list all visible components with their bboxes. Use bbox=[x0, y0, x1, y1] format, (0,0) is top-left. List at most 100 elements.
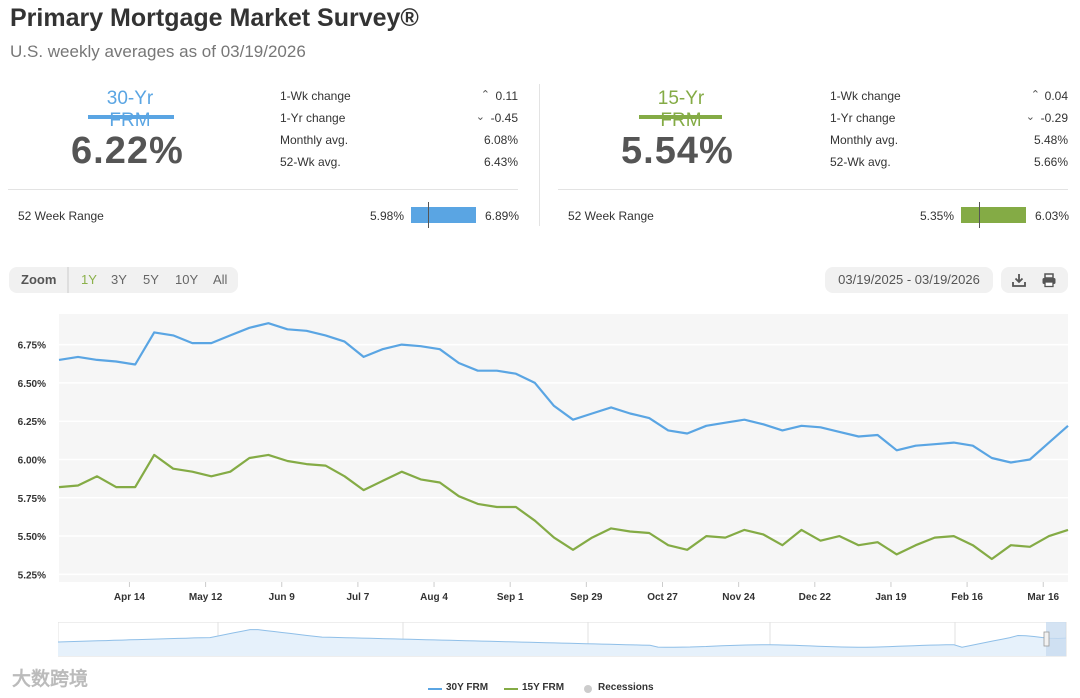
rate-name-15yr: 15-Yr FRM bbox=[657, 88, 705, 131]
navigator-selection bbox=[1046, 622, 1066, 656]
stat-label: 1-Wk change bbox=[830, 89, 901, 103]
y-tick-label: 5.75% bbox=[18, 494, 46, 505]
x-tick-label: Nov 24 bbox=[722, 592, 755, 603]
legend-swatch-15y bbox=[504, 688, 518, 690]
stat-row: 1-Wk change ⌃ 0.11 bbox=[280, 88, 518, 110]
chart-legend: 30Y FRM 15Y FRM Recessions bbox=[0, 682, 1080, 698]
x-tick-label: Jul 7 bbox=[346, 592, 369, 603]
legend-item-15y[interactable]: 15Y FRM bbox=[522, 682, 565, 693]
range-high-15yr: 6.03% bbox=[1035, 209, 1070, 223]
chevron-down-icon: ⌄ bbox=[475, 111, 485, 123]
navigator-handle bbox=[1043, 631, 1050, 647]
stat-value: 5.66% bbox=[1033, 155, 1068, 169]
date-range-input[interactable]: 03/19/2025 - 03/19/2026 bbox=[825, 267, 993, 293]
stat-row: Monthly avg. 5.48% bbox=[830, 132, 1068, 154]
range-low-15yr: 5.35% bbox=[920, 209, 955, 223]
y-tick-label: 5.50% bbox=[18, 532, 46, 543]
zoom-1y-button[interactable]: 1Y bbox=[81, 272, 97, 287]
stat-label: 1-Yr change bbox=[830, 111, 896, 125]
y-tick-label: 6.50% bbox=[18, 379, 46, 390]
chevron-up-icon: ⌃ bbox=[480, 89, 490, 101]
x-tick-label: May 12 bbox=[189, 592, 223, 603]
page-subtitle: U.S. weekly averages as of 03/19/2026 bbox=[10, 42, 306, 61]
navigator-line bbox=[58, 629, 1067, 648]
x-tick-label: Sep 1 bbox=[497, 592, 524, 603]
y-tick-label: 5.25% bbox=[18, 570, 46, 581]
x-tick-label: Sep 29 bbox=[570, 592, 603, 603]
page-title: Primary Mortgage Market Survey® bbox=[10, 4, 419, 32]
x-tick-label: Jan 19 bbox=[875, 592, 907, 603]
divider bbox=[558, 189, 1068, 190]
x-tick-label: Mar 16 bbox=[1027, 592, 1059, 603]
stat-label: Monthly avg. bbox=[280, 133, 349, 147]
stat-row: 1-Wk change ⌃ 0.04 bbox=[830, 88, 1068, 110]
zoom-separator bbox=[67, 267, 69, 293]
series-line-15y bbox=[58, 453, 1069, 561]
chevron-up-icon: ⌃ bbox=[1030, 89, 1040, 101]
x-tick-label: Oct 27 bbox=[647, 592, 678, 603]
stat-row: Monthly avg. 6.08% bbox=[280, 132, 518, 154]
stat-label: 52-Wk avg. bbox=[280, 155, 341, 169]
stat-label: 1-Wk change bbox=[280, 89, 351, 103]
legend-item-recessions[interactable]: Recessions bbox=[598, 682, 654, 693]
x-tick-label: Dec 22 bbox=[799, 592, 832, 603]
rate-value-30yr: 6.22% bbox=[71, 130, 184, 172]
range-bar-15yr bbox=[961, 202, 1026, 228]
rate-underline-15yr bbox=[639, 115, 722, 119]
stat-value: -0.45 bbox=[490, 111, 518, 125]
panel-30yr: 30-Yr FRM 6.22% 1-Wk change ⌃ 0.11 1-Yr … bbox=[8, 80, 520, 230]
time-navigator[interactable]: 197019801990200020102020 bbox=[58, 622, 1068, 658]
legend-swatch-recessions bbox=[584, 685, 592, 693]
stats-15yr: 1-Wk change ⌃ 0.04 1-Yr change ⌄ -0.29 M… bbox=[830, 88, 1068, 176]
x-tick-label: Aug 4 bbox=[420, 592, 448, 603]
zoom-control: Zoom 1Y 3Y 5Y 10Y All bbox=[9, 267, 238, 293]
zoom-3y-button[interactable]: 3Y bbox=[111, 272, 127, 287]
zoom-label: Zoom bbox=[21, 272, 57, 287]
stat-value: 6.08% bbox=[483, 133, 518, 147]
watermark-logo: 大数跨境 bbox=[12, 669, 89, 690]
stat-row: 1-Yr change ⌄ -0.45 bbox=[280, 110, 518, 132]
plot-area bbox=[59, 314, 1068, 582]
zoom-5y-button[interactable]: 5Y bbox=[143, 272, 159, 287]
rate-name-30yr: 30-Yr FRM bbox=[106, 88, 154, 131]
y-tick-label: 6.00% bbox=[18, 455, 46, 466]
stat-value: 0.11 bbox=[495, 89, 518, 103]
zoom-10y-button[interactable]: 10Y bbox=[175, 272, 199, 287]
range-high-30yr: 6.89% bbox=[485, 209, 520, 223]
chart-tools bbox=[1001, 267, 1068, 293]
stats-30yr: 1-Wk change ⌃ 0.11 1-Yr change ⌄ -0.45 M… bbox=[280, 88, 518, 176]
divider bbox=[8, 189, 518, 190]
stat-row: 52-Wk avg. 5.66% bbox=[830, 154, 1068, 176]
range-current-marker bbox=[428, 202, 429, 228]
download-icon[interactable] bbox=[1011, 272, 1027, 288]
legend-item-30y[interactable]: 30Y FRM bbox=[446, 682, 489, 693]
stat-value: 0.04 bbox=[1044, 89, 1068, 103]
range-label-30yr: 52 Week Range bbox=[18, 209, 104, 223]
range-label-15yr: 52 Week Range bbox=[568, 209, 654, 223]
rate-value-15yr: 5.54% bbox=[621, 130, 734, 172]
rate-line-chart: 6.75% 6.50% 6.25% 6.00% 5.75% 5.50% 5.25% Apr 1… bbox=[18, 314, 1069, 603]
x-tick-label: Apr 14 bbox=[114, 592, 146, 603]
stat-value: -0.29 bbox=[1040, 111, 1068, 125]
zoom-all-button[interactable]: All bbox=[213, 272, 228, 287]
panel-15yr: 15-Yr FRM 5.54% 1-Wk change ⌃ 0.04 1-Yr … bbox=[558, 80, 1070, 230]
stat-label: 52-Wk avg. bbox=[830, 155, 891, 169]
stat-row: 52-Wk avg. 6.43% bbox=[280, 154, 518, 176]
stat-value: 6.43% bbox=[483, 155, 518, 169]
print-icon[interactable] bbox=[1041, 272, 1057, 288]
series-line-30y bbox=[58, 322, 1069, 464]
range-bar-30yr bbox=[411, 202, 476, 228]
range-low-30yr: 5.98% bbox=[370, 209, 405, 223]
stat-row: 1-Yr change ⌄ -0.29 bbox=[830, 110, 1068, 132]
stat-label: Monthly avg. bbox=[830, 133, 899, 147]
rate-underline-30yr bbox=[88, 115, 174, 119]
stat-value: 5.48% bbox=[1033, 133, 1068, 147]
legend-swatch-30y bbox=[428, 688, 442, 690]
range-current-marker bbox=[979, 202, 980, 228]
y-tick-label: 6.25% bbox=[18, 417, 46, 428]
chevron-down-icon: ⌄ bbox=[1025, 111, 1035, 123]
x-tick-label: Jun 9 bbox=[269, 592, 296, 603]
x-tick-label: Feb 16 bbox=[951, 592, 983, 603]
y-tick-label: 6.75% bbox=[18, 341, 46, 352]
stat-label: 1-Yr change bbox=[280, 111, 346, 125]
